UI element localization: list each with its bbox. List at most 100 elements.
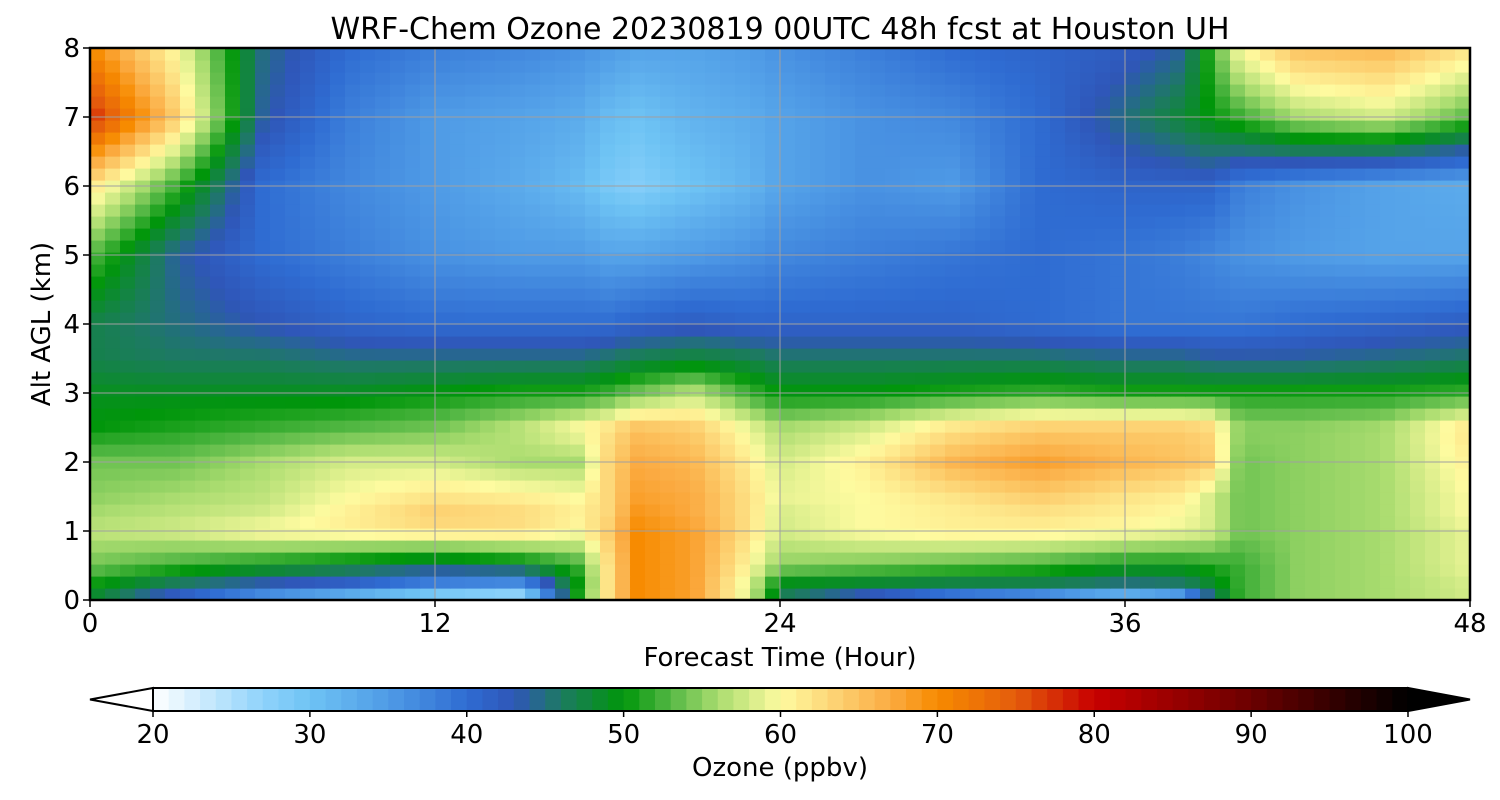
heatmap-cell: [135, 528, 151, 541]
heatmap-cell: [1260, 72, 1276, 85]
heatmap-cell: [945, 564, 961, 577]
heatmap-cell: [705, 276, 721, 289]
heatmap-cell: [240, 72, 256, 85]
heatmap-cell: [615, 120, 631, 133]
heatmap-cell: [1185, 324, 1201, 337]
heatmap-cell: [465, 252, 481, 265]
heatmap-cell: [375, 468, 391, 481]
heatmap-cell: [645, 432, 661, 445]
heatmap-cell: [1395, 48, 1411, 61]
heatmap-cell: [915, 276, 931, 289]
heatmap-cell: [1290, 72, 1306, 85]
heatmap-cell: [1320, 396, 1336, 409]
heatmap-cell: [1350, 192, 1366, 205]
heatmap-cell: [1140, 156, 1156, 169]
heatmap-cell: [300, 348, 316, 361]
heatmap-cell: [540, 48, 556, 61]
heatmap-cell: [1245, 168, 1261, 181]
heatmap-cell: [510, 540, 526, 553]
heatmap-cell: [210, 240, 226, 253]
heatmap-cell: [1245, 588, 1261, 600]
heatmap-cell: [270, 144, 286, 157]
heatmap-cell: [1350, 108, 1366, 121]
heatmap-cell: [210, 168, 226, 181]
heatmap-cell: [1455, 168, 1470, 181]
heatmap-cell: [960, 300, 976, 313]
heatmap-cell: [1275, 312, 1291, 325]
heatmap-cell: [900, 444, 916, 457]
heatmap-cell: [1350, 384, 1366, 397]
heatmap-cell: [1110, 84, 1126, 97]
heatmap-cell: [720, 432, 736, 445]
heatmap-cell: [225, 336, 241, 349]
heatmap-cell: [390, 504, 406, 517]
heatmap-cell: [705, 48, 721, 61]
heatmap-cell: [1125, 480, 1141, 493]
heatmap-cell: [780, 564, 796, 577]
heatmap-cell: [915, 348, 931, 361]
heatmap-cell: [570, 492, 586, 505]
heatmap-cell: [795, 384, 811, 397]
heatmap-cell: [195, 276, 211, 289]
heatmap-cell: [750, 252, 766, 265]
heatmap-cell: [600, 240, 616, 253]
heatmap-cell: [210, 228, 226, 241]
heatmap-cell: [945, 228, 961, 241]
heatmap-cell: [1350, 120, 1366, 133]
heatmap-cell: [525, 444, 541, 457]
heatmap-cell: [405, 420, 421, 433]
heatmap-cell: [255, 120, 271, 133]
heatmap-cell: [1395, 216, 1411, 229]
heatmap-cell: [330, 216, 346, 229]
heatmap-cell: [1410, 396, 1426, 409]
heatmap-cell: [390, 360, 406, 373]
heatmap-cell: [690, 480, 706, 493]
heatmap-cell: [1350, 432, 1366, 445]
heatmap-cell: [1290, 396, 1306, 409]
heatmap-cell: [1170, 384, 1186, 397]
heatmap-cell: [120, 264, 136, 277]
heatmap-cell: [240, 276, 256, 289]
heatmap-cell: [1095, 540, 1111, 553]
heatmap-cell: [855, 480, 871, 493]
heatmap-cell: [375, 240, 391, 253]
heatmap-cell: [285, 72, 301, 85]
heatmap-cell: [1305, 48, 1321, 61]
heatmap-cell: [225, 84, 241, 97]
heatmap-cell: [900, 156, 916, 169]
heatmap-cell: [495, 312, 511, 325]
colorbar-min-extension: [89, 686, 154, 713]
heatmap-cell: [450, 480, 466, 493]
heatmap-cell: [915, 84, 931, 97]
heatmap-cell: [495, 480, 511, 493]
heatmap-cell: [90, 528, 106, 541]
heatmap-cell: [210, 276, 226, 289]
heatmap-cell: [225, 324, 241, 337]
heatmap-cell: [600, 132, 616, 145]
heatmap-cell: [645, 552, 661, 565]
heatmap-cell: [315, 72, 331, 85]
heatmap-cell: [1425, 204, 1441, 217]
heatmap-cell: [1155, 264, 1171, 277]
heatmap-cell: [945, 432, 961, 445]
heatmap-cell: [735, 204, 751, 217]
heatmap-cell: [930, 132, 946, 145]
colorbar-segment: [466, 688, 483, 711]
heatmap-cell: [1245, 156, 1261, 169]
heatmap-cell: [795, 84, 811, 97]
heatmap-cell: [1245, 60, 1261, 73]
heatmap-cell: [345, 144, 361, 157]
heatmap-cell: [480, 312, 496, 325]
heatmap-cell: [885, 540, 901, 553]
heatmap-cell: [465, 432, 481, 445]
heatmap-cell: [420, 108, 436, 121]
heatmap-cell: [330, 516, 346, 529]
heatmap-cell: [1185, 144, 1201, 157]
heatmap-cell: [1335, 384, 1351, 397]
heatmap-cell: [300, 480, 316, 493]
heatmap-cell: [1260, 240, 1276, 253]
heatmap-cell: [1080, 540, 1096, 553]
heatmap-cell: [1215, 120, 1231, 133]
heatmap-cell: [1170, 372, 1186, 385]
heatmap-cell: [855, 288, 871, 301]
